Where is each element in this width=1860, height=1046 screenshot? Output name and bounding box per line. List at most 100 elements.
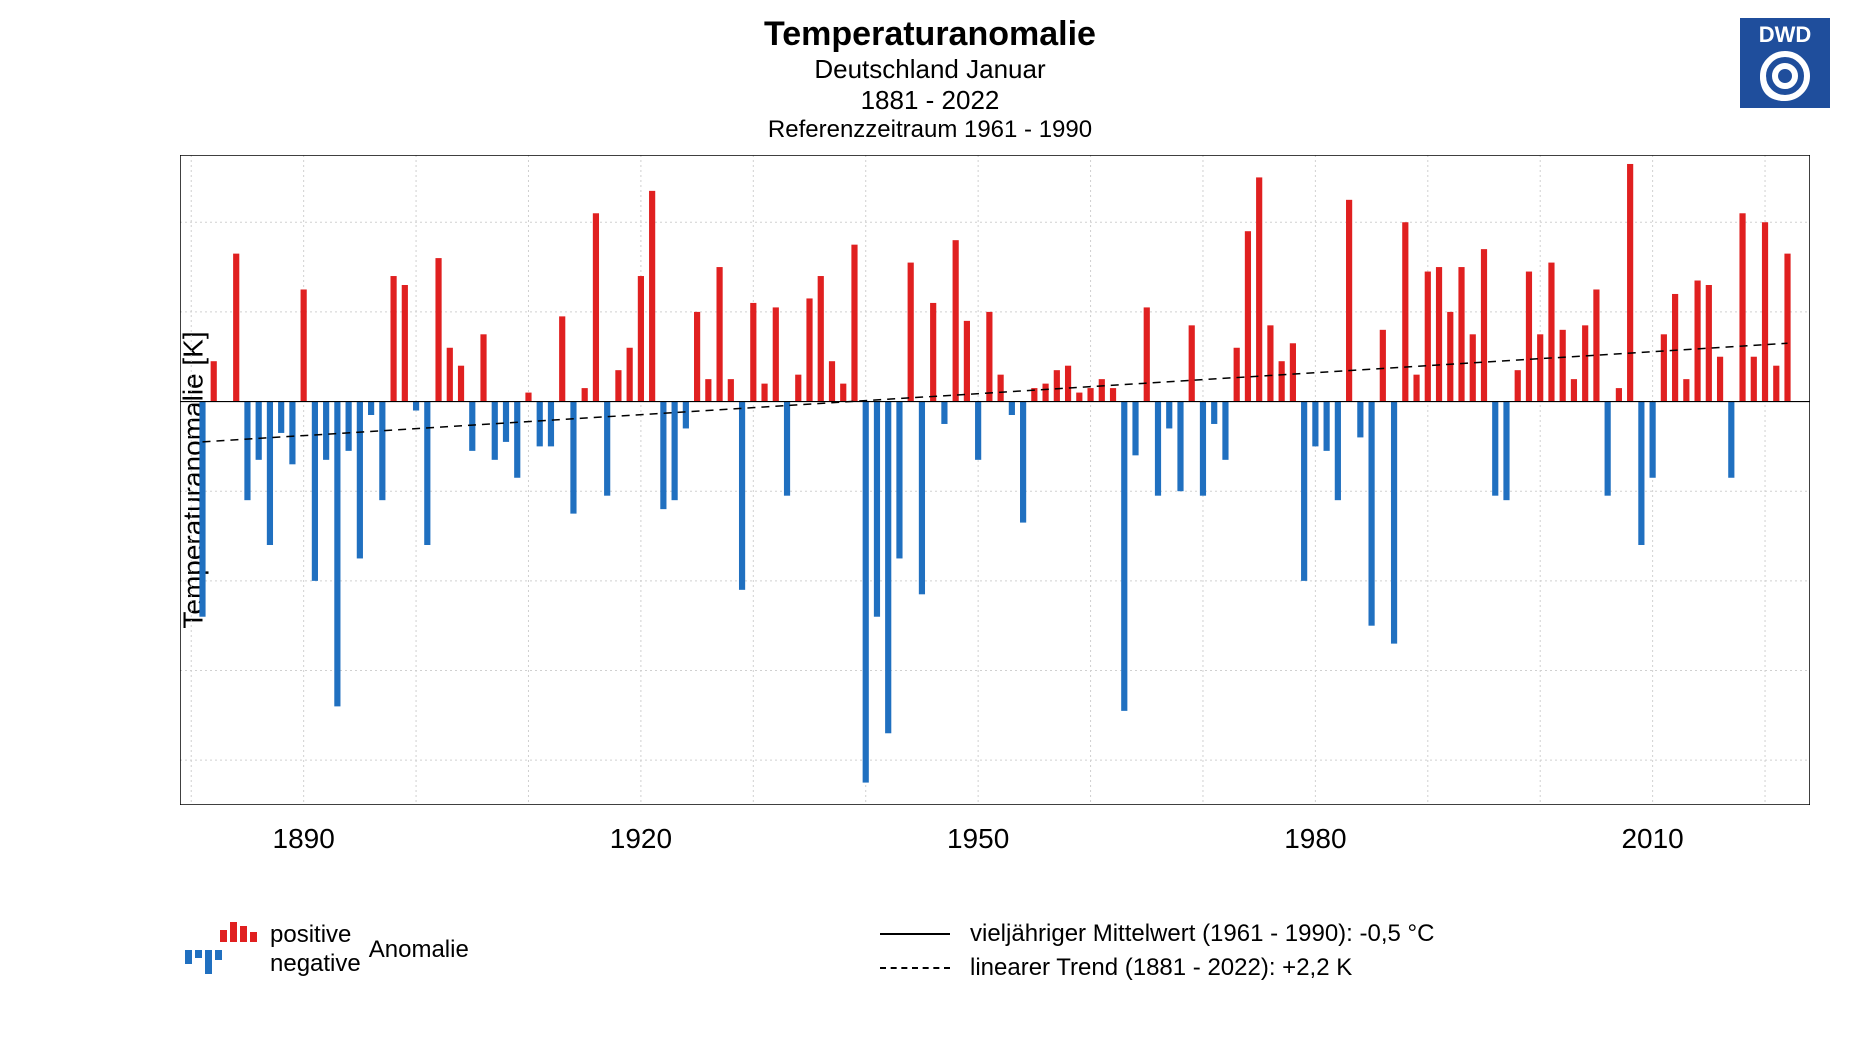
bar	[582, 388, 588, 401]
bar	[1762, 222, 1768, 401]
bar	[301, 289, 307, 401]
chart-title: Temperaturanomalie	[0, 15, 1860, 54]
bar	[773, 307, 779, 401]
bar	[548, 402, 554, 447]
bar	[1279, 361, 1285, 401]
bar	[1290, 343, 1296, 401]
bar	[1144, 307, 1150, 401]
bar	[1042, 384, 1048, 402]
bar	[1099, 379, 1105, 401]
page: Temperaturanomalie Deutschland Januar 18…	[0, 0, 1860, 1046]
bar	[1650, 402, 1656, 478]
bar	[424, 402, 430, 545]
bar	[660, 402, 666, 510]
bar	[503, 402, 509, 442]
bar	[1065, 366, 1071, 402]
bar	[1694, 281, 1700, 402]
bar	[1515, 370, 1521, 401]
bar	[863, 402, 869, 783]
bar	[402, 285, 408, 402]
bar	[1076, 393, 1082, 402]
bar	[1324, 402, 1330, 451]
bar	[1593, 289, 1599, 401]
bar	[964, 321, 970, 402]
x-tick-label: 1950	[947, 823, 1009, 855]
bar	[986, 312, 992, 402]
bar	[761, 384, 767, 402]
bar	[638, 276, 644, 402]
bar	[1751, 357, 1757, 402]
bar	[514, 402, 520, 478]
bar	[379, 402, 385, 501]
bar	[604, 402, 610, 496]
bar	[896, 402, 902, 559]
bar	[1706, 285, 1712, 402]
bar	[1728, 402, 1734, 478]
bar	[1020, 402, 1026, 523]
bar	[256, 402, 262, 460]
bar	[1189, 325, 1195, 401]
bar	[874, 402, 880, 617]
bar	[199, 402, 205, 617]
bar	[1627, 164, 1633, 402]
legend-anomaly-labels: positive negative	[270, 921, 361, 979]
bar	[806, 298, 812, 401]
bar	[368, 402, 374, 415]
bar	[267, 402, 273, 545]
bar	[716, 267, 722, 401]
legend-trend-label: linearer Trend (1881 - 2022): +2,2 K	[970, 954, 1352, 982]
bar	[1683, 379, 1689, 401]
bar	[492, 402, 498, 460]
bar	[233, 254, 239, 402]
bar	[750, 303, 756, 402]
title-block: Temperaturanomalie Deutschland Januar 18…	[0, 15, 1860, 144]
bar	[1267, 325, 1273, 401]
bar	[615, 370, 621, 401]
bar	[705, 379, 711, 401]
bar	[559, 316, 565, 401]
bar	[908, 263, 914, 402]
x-tick-label: 1890	[272, 823, 334, 855]
bar	[1132, 402, 1138, 456]
bar	[683, 402, 689, 429]
bar	[1222, 402, 1228, 460]
chart-svg: -8-6-4-2024	[180, 155, 1810, 805]
bar	[334, 402, 340, 707]
bar	[1155, 402, 1161, 496]
bar	[1110, 388, 1116, 401]
bar	[1582, 325, 1588, 401]
legend-mean-row: vieljähriger Mittelwert (1961 - 1990): -…	[880, 920, 1434, 948]
bar	[1447, 312, 1453, 402]
bar	[1537, 334, 1543, 401]
bar	[1616, 388, 1622, 401]
bar	[953, 240, 959, 401]
legend-lines: vieljähriger Mittelwert (1961 - 1990): -…	[880, 920, 1434, 988]
bar	[649, 191, 655, 402]
bar	[1458, 267, 1464, 401]
bar	[627, 348, 633, 402]
bar	[278, 402, 284, 433]
bar	[357, 402, 363, 559]
bar	[1054, 370, 1060, 401]
bar	[1335, 402, 1341, 501]
bar	[1571, 379, 1577, 401]
bar	[998, 375, 1004, 402]
bar	[1200, 402, 1206, 496]
bar	[829, 361, 835, 401]
chart-area: -8-6-4-2024	[180, 155, 1810, 805]
legend-anomaly-suffix: Anomalie	[369, 936, 469, 964]
dwd-logo: DWD	[1740, 18, 1830, 108]
bar	[784, 402, 790, 496]
x-tick-label: 2010	[1621, 823, 1683, 855]
bar	[919, 402, 925, 595]
bar	[1087, 388, 1093, 401]
bar	[211, 361, 217, 401]
bar	[840, 384, 846, 402]
chart-subtitle: Deutschland Januar	[0, 54, 1860, 85]
legend-mean-label: vieljähriger Mittelwert (1961 - 1990): -…	[970, 920, 1434, 948]
bar	[1312, 402, 1318, 447]
legend-mini-bars-icon	[180, 920, 260, 980]
bar	[1503, 402, 1509, 501]
svg-text:DWD: DWD	[1759, 22, 1812, 47]
bar	[1211, 402, 1217, 424]
